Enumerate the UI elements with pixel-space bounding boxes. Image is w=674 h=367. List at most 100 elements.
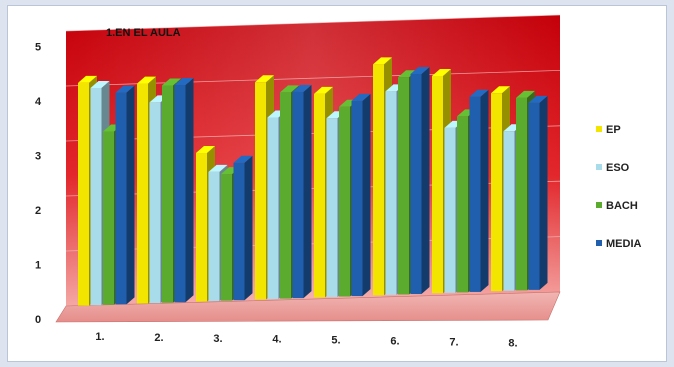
bar-top	[314, 86, 333, 94]
bar-front	[457, 116, 468, 293]
bar-media-3	[233, 155, 253, 301]
y-tick-label: 3	[35, 151, 41, 163]
bar-media-1	[115, 85, 135, 305]
bar-top	[528, 95, 548, 103]
x-category-label: 4.	[272, 334, 281, 346]
bar-front	[233, 162, 245, 301]
x-category-label: 1.	[95, 331, 104, 343]
bar-front	[280, 92, 291, 299]
y-tick-label: 1	[35, 260, 41, 272]
bar-front	[267, 117, 279, 300]
bar-front	[398, 77, 409, 295]
legend-swatch	[596, 240, 602, 246]
bar-top	[162, 78, 181, 86]
x-category-label: 8.	[508, 337, 517, 349]
bar-top	[292, 84, 312, 92]
bar-front	[162, 85, 173, 303]
chart-floor	[55, 291, 561, 323]
bar-top	[196, 146, 215, 154]
bar-top	[233, 155, 253, 163]
bar-front	[103, 131, 114, 305]
bar-front	[149, 102, 161, 304]
bar-front	[292, 91, 304, 299]
bar-side	[185, 78, 194, 303]
bar-front	[174, 85, 186, 303]
bar-front	[221, 174, 232, 301]
legend-label: EP	[606, 124, 621, 136]
bar-front	[491, 93, 502, 292]
bar-front	[255, 82, 266, 300]
y-axis: 0 1 2 3 4 5	[35, 42, 42, 327]
x-category-label: 3.	[213, 333, 222, 345]
bar-front	[314, 93, 325, 298]
bar-media-2	[174, 78, 194, 303]
bar-front	[444, 127, 456, 293]
legend: EP ESO BACH MEDIA	[596, 124, 642, 250]
x-category-label: 2.	[154, 332, 163, 344]
bar-front	[115, 92, 127, 305]
legend-label: MEDIA	[606, 238, 642, 250]
bar-top	[432, 69, 451, 77]
bar-front	[469, 96, 481, 292]
bar-top	[398, 70, 417, 78]
y-tick-label: 2	[35, 205, 41, 217]
legend-label: BACH	[606, 200, 638, 212]
bar-front	[90, 87, 102, 306]
bar-front	[351, 100, 363, 297]
bar-front	[196, 153, 207, 302]
bar-front	[339, 106, 350, 297]
bar-media-8	[528, 95, 548, 290]
gridline	[65, 14, 561, 32]
bar-top	[410, 67, 430, 75]
bar-top	[491, 86, 510, 94]
bar-media-4	[292, 84, 312, 299]
x-category-label: 5.	[331, 335, 340, 347]
bar-top	[78, 75, 97, 83]
legend-swatch	[596, 202, 602, 208]
x-axis: 1. 2. 3. 4. 5. 6. 7. 8.	[95, 331, 517, 349]
y-tick-label: 4	[35, 96, 42, 108]
chart-title: 1.EN EL AULA	[106, 27, 181, 39]
bar-media-5	[351, 93, 371, 297]
bar-front	[326, 118, 338, 297]
x-category-label: 6.	[390, 336, 399, 348]
bar-top	[90, 80, 110, 88]
bar-side	[126, 85, 135, 305]
bar-side	[539, 95, 548, 290]
bar-front	[503, 131, 515, 291]
bar-top	[280, 85, 299, 93]
bar-front	[208, 171, 220, 302]
bar-top	[137, 76, 156, 84]
bar-side	[303, 84, 312, 299]
bar-top	[208, 164, 228, 172]
bar-front	[373, 64, 384, 296]
bar-front	[410, 74, 422, 295]
legend-swatch	[596, 164, 602, 170]
bar-front	[385, 91, 397, 295]
bar-front	[78, 82, 89, 306]
bars	[78, 57, 548, 306]
legend-swatch	[596, 126, 602, 132]
bar-top	[373, 57, 392, 65]
bar-top	[351, 93, 371, 101]
bar-media-6	[410, 67, 430, 295]
bar-front	[432, 76, 443, 294]
y-tick-label: 5	[35, 42, 41, 54]
legend-label: ESO	[606, 162, 630, 174]
bar-media-7	[469, 89, 489, 292]
bar-side	[244, 155, 253, 301]
bar-side	[421, 67, 430, 295]
y-tick-label: 0	[35, 314, 41, 326]
bar-front	[516, 97, 527, 291]
bar-side	[480, 89, 489, 292]
bar-top	[115, 85, 135, 93]
bar-top	[174, 78, 194, 86]
bar-side	[362, 93, 371, 297]
bar-top	[516, 90, 535, 98]
bar-top	[255, 75, 274, 83]
bar-top	[469, 89, 489, 97]
x-category-label: 7.	[449, 336, 458, 348]
bar-front	[528, 102, 540, 290]
